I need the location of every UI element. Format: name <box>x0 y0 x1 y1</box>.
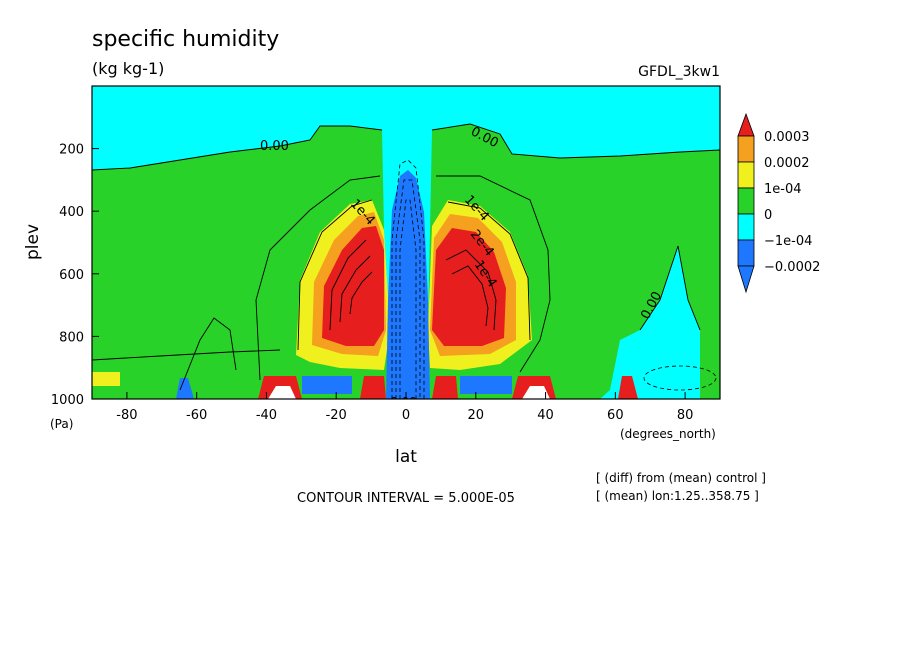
surface-patch-10 <box>522 386 550 399</box>
colorbar-bottom-arrow <box>737 265 755 294</box>
contour-lines <box>92 123 720 391</box>
chart-title: specific humidity <box>92 27 279 52</box>
x-tick-label: -40 <box>256 408 277 423</box>
colorbar-label: 1e-04 <box>764 182 802 197</box>
x-tick-label: 40 <box>537 408 554 423</box>
colorbar-swatch <box>737 187 755 215</box>
x-tick-label: 80 <box>677 408 694 423</box>
y-tick-label: 400 <box>59 205 84 220</box>
surface-patch-6 <box>360 376 386 399</box>
surface-patch-2 <box>176 378 194 399</box>
x-tick-label: -20 <box>326 408 347 423</box>
x-tick-label: -60 <box>186 408 207 423</box>
x-tick-label: 20 <box>468 408 485 423</box>
field-red-left <box>322 226 384 346</box>
y-axis: 200 400 600 800 1000 <box>51 143 99 408</box>
field-blue-center <box>386 170 430 399</box>
colorbar-swatch <box>737 135 755 163</box>
colorbar-swatch <box>737 213 755 241</box>
colorbar: 0.0003 0.0002 1e-04 0 −1e-04 −0.0002 <box>737 112 820 294</box>
surface-patch-8 <box>460 376 512 394</box>
model-name: GFDL_3kw1 <box>638 64 720 80</box>
x-axis: -80 -60 -40 -20 0 20 40 60 80 <box>116 392 693 423</box>
x-tick-label: -80 <box>116 408 137 423</box>
x-tick-label: 0 <box>402 408 410 423</box>
dashed-contours <box>391 159 717 399</box>
colorbar-label: 0.0003 <box>764 130 810 145</box>
contour-label: 0.00 <box>390 395 417 409</box>
y-units: (Pa) <box>50 417 73 431</box>
surface-patch-4 <box>268 386 296 399</box>
colorbar-top-arrow <box>737 112 755 137</box>
x-tick-label: 60 <box>607 408 624 423</box>
y-tick-label: 200 <box>59 143 84 158</box>
y-axis-label: plev <box>23 224 43 260</box>
plot-area: 0.00 0.00 0.00 0.00 1e-4 1e-4 2e-4 1e-4 <box>92 86 720 409</box>
note-diff: [ (diff) from (mean) control ] <box>596 471 766 485</box>
field-green <box>92 124 720 399</box>
note-mean: [ (mean) lon:1.25..358.75 ] <box>596 489 759 503</box>
colorbar-swatch <box>737 161 755 189</box>
contour-label: 0.00 <box>260 139 289 154</box>
surface-patch-1 <box>92 372 120 386</box>
surface-patch-7 <box>432 376 458 399</box>
y-tick-label: 800 <box>59 330 84 345</box>
y-tick-label: 600 <box>59 268 84 283</box>
y-tick-label: 1000 <box>51 393 84 408</box>
colorbar-swatch <box>737 239 755 267</box>
surface-patch-11 <box>618 376 638 399</box>
colorbar-label: 0.0002 <box>764 156 810 171</box>
contour-interval: CONTOUR INTERVAL = 5.000E-05 <box>297 491 515 506</box>
colorbar-label: 0 <box>764 208 772 223</box>
colorbar-label: −0.0002 <box>764 260 820 275</box>
x-axis-label: lat <box>395 447 417 467</box>
x-units: (degrees_north) <box>620 427 716 441</box>
chart-units: (kg kg-1) <box>92 59 164 78</box>
colorbar-label: −1e-04 <box>764 234 812 249</box>
surface-patch-5 <box>302 376 352 394</box>
